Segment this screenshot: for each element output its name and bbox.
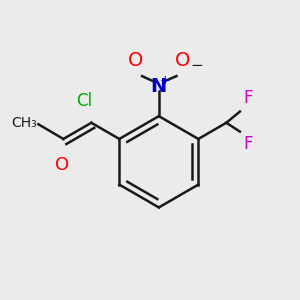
Text: O: O: [55, 156, 69, 174]
Text: O: O: [128, 51, 143, 70]
Text: CH₃: CH₃: [11, 116, 37, 130]
Text: O: O: [175, 51, 190, 70]
Text: F: F: [243, 135, 253, 153]
Text: F: F: [243, 89, 253, 107]
Text: +: +: [159, 74, 170, 87]
Text: −: −: [190, 58, 203, 73]
Text: N: N: [151, 77, 167, 96]
Text: Cl: Cl: [76, 92, 92, 110]
